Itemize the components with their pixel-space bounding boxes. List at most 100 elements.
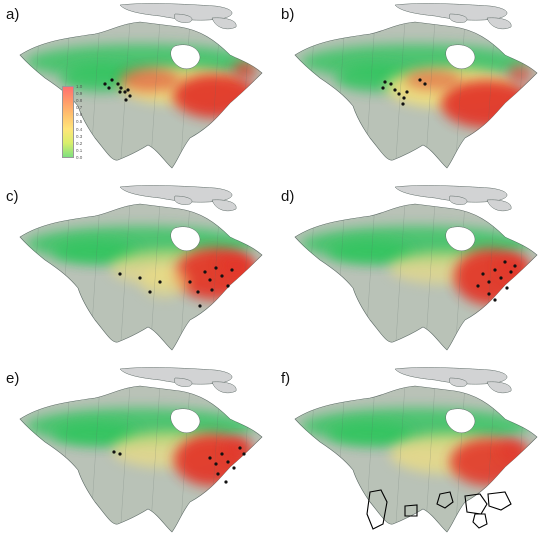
panel-label: f) [281,370,291,387]
arctic-island [449,13,468,23]
legend-tick-label: 0.5 [76,119,83,125]
occurrence-point [505,286,509,290]
arctic-island [394,185,508,203]
occurrence-point [481,272,485,276]
occurrence-point [226,460,230,464]
occurrence-point [503,260,507,264]
occurrence-point [210,288,214,292]
boundary-line [119,22,131,168]
occurrence-point [381,86,385,90]
boundary-line [29,386,41,532]
occurrence-point [126,88,130,92]
occurrence-point [214,266,218,270]
study-area-outline [487,491,512,511]
boundary-line [239,22,251,168]
boundary-line [29,204,41,350]
study-area-outline [404,504,418,517]
arctic-island [119,3,233,21]
boundary-line [29,22,41,168]
occurrence-point [196,290,200,294]
study-area-outline [366,489,388,530]
arctic-island [211,381,237,394]
arctic-island [394,3,508,21]
arctic-island [174,195,193,205]
hudson-bay [170,226,201,251]
occurrence-point [418,78,422,82]
occurrence-point [493,268,497,272]
occurrence-point [208,278,212,282]
suitability-zone [53,422,137,446]
occurrence-point [110,78,114,82]
suitability-zone [224,438,252,458]
study-area-outline [436,491,454,509]
arctic-island [211,17,237,30]
arctic-island [449,377,468,387]
map-panel-c: c) [0,182,275,363]
occurrence-point [401,102,405,106]
hudson-bay [445,226,476,251]
occurrence-point [123,90,127,94]
panel-label: e) [6,370,20,387]
boundary-line [239,204,251,350]
occurrence-point [487,292,491,296]
occurrence-point [128,94,132,98]
occurrence-point [405,90,409,94]
legend-tick-label: 0.3 [76,133,83,139]
occurrence-point [242,452,246,456]
hudson-bay [445,408,476,433]
boundary-line [514,22,526,168]
occurrence-point [493,298,497,302]
suitability-zone [120,68,180,92]
boundary-line [304,204,316,350]
boundary-line [304,22,316,168]
occurrence-point [513,264,517,268]
boundary-line [304,386,316,532]
occurrence-point [112,450,116,454]
occurrence-point [230,268,234,272]
boundary-line [239,386,251,532]
study-area-outline [472,513,488,529]
legend-tick-label: 0.2 [76,140,83,146]
boundary-line [514,386,526,532]
map-panel-b: b) [275,0,550,181]
arctic-island [449,195,468,205]
suitability-zone [441,80,533,128]
occurrence-point [220,452,224,456]
occurrence-point [423,82,427,86]
arctic-island [211,199,237,212]
north-america-map [19,3,263,169]
occurrence-point [107,86,111,90]
north-america-map [294,367,538,533]
legend-tick-label: 0.0 [76,154,83,160]
occurrence-point [188,280,192,284]
hudson-bay [445,44,476,69]
map-panel-d: d) [275,182,550,363]
hudson-bay [170,408,201,433]
suitability-zone [218,254,254,278]
occurrence-point [224,480,228,484]
occurrence-point [383,80,387,84]
occurrence-point [118,272,122,276]
occurrence-point [208,456,212,460]
occurrence-point [509,270,513,274]
boundary-line [394,386,406,532]
legend-tick-label: 1.0 [76,84,83,89]
occurrence-point [389,82,393,86]
occurrence-point [226,284,230,288]
suitability-zone [53,240,137,264]
map-panel-e: e) [0,364,275,545]
panel-label: b) [281,6,295,23]
legend-tick-label: 0.9 [76,91,83,97]
occurrence-point [116,82,120,86]
occurrence-point [220,274,224,278]
legend-tick-label: 0.1 [76,147,83,153]
suitability-zone [60,64,140,92]
hudson-bay [170,44,201,69]
occurrence-point [402,96,406,100]
panel-label: a) [6,6,20,23]
legend-tick-label: 0.4 [76,126,83,132]
occurrence-point [119,86,123,90]
boundary-line [394,204,406,350]
boundary-line [394,22,406,168]
occurrence-point [232,466,236,470]
